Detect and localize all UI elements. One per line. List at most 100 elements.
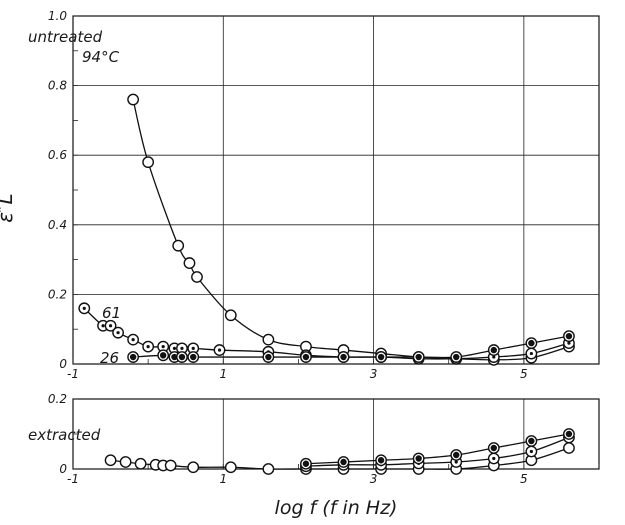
x-tick-label: 3 (370, 367, 378, 381)
point-center-dot (529, 351, 533, 356)
point-center-dot (172, 346, 177, 350)
point-ring (224, 309, 237, 322)
data-point (157, 349, 170, 362)
data-point (525, 435, 538, 447)
label-untreated: untreated (28, 28, 103, 46)
x-tick-label: 5 (520, 367, 528, 381)
data-point (157, 340, 170, 353)
point-ring (224, 461, 237, 474)
point-ring (187, 461, 200, 474)
data-point (172, 239, 185, 252)
data-point (563, 330, 575, 343)
point-ring (262, 463, 275, 475)
point-center-fill (453, 353, 460, 361)
point-center-dot (146, 345, 150, 349)
data-point (127, 93, 140, 106)
data-point (213, 344, 226, 356)
data-point (183, 257, 196, 269)
data-point (224, 309, 237, 322)
data-point (525, 347, 538, 360)
data-point (164, 459, 177, 472)
point-center-fill (340, 458, 347, 466)
data-point (119, 456, 132, 468)
data-point (224, 461, 237, 474)
panel-extracted: 0 0.2 -1 1 3 5 (48, 392, 600, 486)
data-point (78, 302, 91, 315)
data-point (450, 351, 463, 363)
point-center-dot (116, 331, 120, 335)
y-tick-label: 0 (59, 462, 67, 476)
point-center-fill (302, 460, 310, 467)
point-center-fill (490, 444, 497, 452)
point-center-fill (565, 430, 573, 438)
x-tick-label: 1 (219, 367, 227, 381)
y-tick-label: 0.8 (48, 79, 67, 93)
point-ring (142, 156, 155, 169)
data-point (375, 351, 387, 363)
label-extracted: extracted (28, 426, 101, 444)
data-point (142, 156, 155, 169)
panel-untreated: 0 0.2 0.4 0.6 0.8 1.0 -1 1 3 5 (48, 9, 600, 381)
y-tick-label: 0 (59, 357, 67, 371)
label-61: 61 (102, 304, 121, 322)
data-point (487, 442, 500, 454)
data-point (487, 344, 500, 356)
x-axis-label: log f (f in Hz) (275, 497, 398, 519)
data-point (563, 442, 575, 454)
point-ring (104, 454, 117, 467)
point-center-dot (180, 346, 184, 350)
point-center-fill (490, 346, 497, 354)
point-ring (164, 459, 177, 472)
data-point (262, 463, 275, 475)
point-center-fill (171, 353, 178, 361)
plot-frame (72, 15, 600, 365)
point-center-dot (191, 346, 195, 350)
y-tick-label: 0.6 (48, 148, 67, 162)
point-center-dot (567, 341, 571, 345)
point-center-fill (265, 353, 272, 361)
label-94c: 94°C (82, 48, 120, 66)
point-center-dot (492, 355, 496, 359)
plot-frame (72, 398, 600, 470)
data-point (412, 351, 425, 363)
point-center-dot (108, 324, 113, 328)
point-center-dot (101, 324, 105, 328)
point-center-fill (190, 353, 197, 361)
point-center-fill (565, 332, 573, 340)
point-center-fill (178, 353, 186, 361)
y-tick-label: 0.2 (48, 287, 67, 301)
data-point (375, 454, 387, 467)
y-tick-label: 1.0 (48, 9, 67, 23)
y-axis-label: ε″L (0, 193, 17, 222)
data-point (187, 342, 200, 355)
data-point (127, 333, 140, 346)
point-center-fill (528, 437, 535, 445)
data-point (412, 452, 425, 465)
point-center-dot (492, 456, 496, 461)
data-point (191, 271, 203, 283)
y-tick-label: 0.2 (48, 392, 67, 406)
point-center-dot (82, 306, 86, 310)
data-point (104, 454, 117, 467)
data-point (563, 428, 575, 440)
data-point (187, 461, 200, 474)
point-center-dot (161, 345, 165, 349)
point-ring (119, 456, 132, 468)
data-point (487, 452, 500, 465)
point-center-fill (302, 353, 310, 361)
data-point (337, 456, 350, 468)
y-tick-label: 0.4 (48, 218, 67, 232)
point-center-dot (529, 449, 533, 454)
data-point (262, 333, 275, 346)
data-point (104, 319, 117, 332)
data-point (450, 449, 463, 461)
x-tick-label: 1 (219, 472, 227, 486)
data-point (300, 351, 312, 363)
point-ring (127, 93, 140, 106)
data-point (134, 457, 147, 470)
series-line (132, 99, 570, 361)
point-ring (183, 257, 196, 269)
data-point (176, 351, 188, 363)
point-center-fill (528, 339, 535, 347)
point-ring (563, 442, 575, 454)
